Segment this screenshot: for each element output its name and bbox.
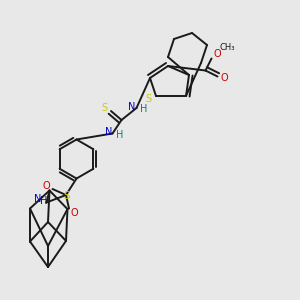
Text: N: N — [34, 194, 41, 205]
Text: N: N — [104, 127, 112, 137]
Text: O: O — [213, 49, 221, 59]
Text: CH₃: CH₃ — [219, 44, 235, 52]
Text: O: O — [43, 181, 50, 191]
Text: H: H — [140, 104, 148, 115]
Text: O: O — [220, 73, 228, 83]
Text: S: S — [64, 190, 70, 201]
Text: H: H — [40, 196, 47, 206]
Text: H: H — [116, 130, 124, 140]
Text: S: S — [146, 94, 152, 104]
Text: O: O — [70, 208, 78, 218]
Text: N: N — [128, 101, 135, 112]
Text: S: S — [101, 103, 107, 113]
